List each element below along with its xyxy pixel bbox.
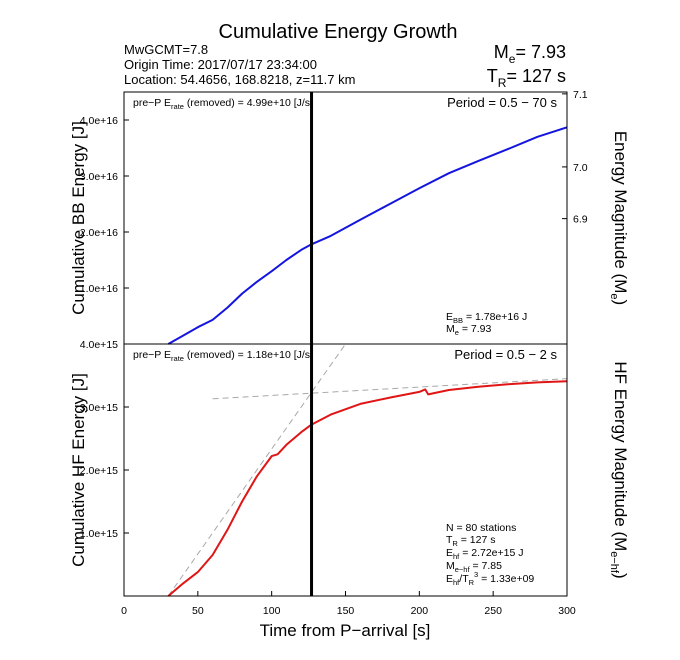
- event-location: Location: 54.4656, 168.8218, z=11.7 km: [124, 72, 355, 87]
- hf-x-tick-label: 300: [558, 605, 576, 617]
- bb-y-tick-label: 3.0e+16: [80, 171, 118, 183]
- hf-y-tick-label: 2.0e+15: [80, 465, 118, 477]
- hf-energy-annotation: Ehf = 2.72e+15 J: [446, 547, 524, 561]
- summary-me: Me= 7.93: [494, 42, 566, 66]
- hf-x-tick-label: 100: [263, 605, 281, 617]
- event-magnitude: MwGCMT=7.8: [124, 42, 208, 57]
- hf-plot-frame: [123, 343, 568, 597]
- figure-title: Cumulative Energy Growth: [219, 21, 458, 43]
- hf-panel: 1.0e+15 2.0e+15 3.0e+15 4.0e+15 0 50 100 150 200…: [69, 339, 630, 640]
- bb-y2-tick-label: 7.0: [573, 162, 588, 174]
- bb-energy-annotation: EBB = 1.78e+16 J: [446, 311, 527, 325]
- x-axis-label: Time from P−arrival [s]: [260, 621, 431, 640]
- bb-y2-tick-label: 6.9: [573, 214, 588, 226]
- hf-y-tick-label: 1.0e+15: [80, 528, 118, 540]
- bb-plot-marks: 1.0e+16 2.0e+16 3.0e+16 4.0e+16 7.1 7.0 6.9: [80, 89, 588, 345]
- hf-x-tick-label: 0: [121, 605, 127, 617]
- hf-x-tick-label: 150: [337, 605, 355, 617]
- hf-period-label: Period = 0.5 − 2 s: [454, 347, 557, 362]
- bb-y2-tick-label: 7.1: [573, 89, 588, 101]
- event-origin-time: Origin Time: 2017/07/17 23:34:00: [124, 57, 317, 72]
- hf-y-tick-label: 4.0e+15: [80, 339, 118, 351]
- bb-right-axis-label: Energy Magnitude (Me): [608, 131, 630, 305]
- summary-tr: TR= 127 s: [487, 66, 566, 90]
- bb-y-tick-label: 1.0e+16: [80, 283, 118, 295]
- bb-y-axis-label: Cumulative BB Energy [J]: [69, 121, 88, 315]
- hf-y-tick-label: 3.0e+15: [80, 402, 118, 414]
- bb-pre-p-text: pre−P Erate (removed) = 4.99e+10 [J/s]: [133, 97, 313, 111]
- hf-ratio-annotation: Ehf/TR3 = 1.33e+09: [446, 570, 534, 587]
- hf-right-axis-label: HF Energy Magnitude (Me−hf): [608, 361, 630, 578]
- hf-y-axis-label: Cumulative HF Energy [J]: [69, 373, 88, 567]
- hf-station-count: N = 80 stations: [446, 522, 516, 534]
- hf-plot-marks: 1.0e+15 2.0e+15 3.0e+15 4.0e+15 0 50 100 150 200…: [80, 339, 576, 617]
- bb-magnitude-annotation: Me = 7.93: [446, 323, 491, 337]
- hf-pre-p-text: pre−P Erate (removed) = 1.18e+10 [J/s]: [133, 349, 313, 363]
- hf-x-tick-label: 250: [484, 605, 502, 617]
- bb-panel: 1.0e+16 2.0e+16 3.0e+16 4.0e+16 7.1 7.0 6.9 pr…: [69, 89, 630, 345]
- hf-rupture-duration: TR = 127 s: [446, 534, 496, 548]
- bb-y-tick-label: 2.0e+16: [80, 227, 118, 239]
- hf-x-tick-label: 200: [411, 605, 429, 617]
- hf-trend-line: [212, 378, 568, 400]
- hf-x-tick-label: 50: [192, 605, 204, 617]
- bb-period-label: Period = 0.5 − 70 s: [447, 95, 557, 110]
- hf-trend-line: [167, 343, 346, 597]
- bb-y-tick-label: 4.0e+16: [80, 115, 118, 127]
- hf-magnitude-annotation: Me−hf = 7.85: [446, 560, 502, 574]
- bb-energy-curve: [167, 126, 568, 345]
- bb-plot-frame: [123, 91, 568, 345]
- hf-energy-curve: [167, 380, 568, 597]
